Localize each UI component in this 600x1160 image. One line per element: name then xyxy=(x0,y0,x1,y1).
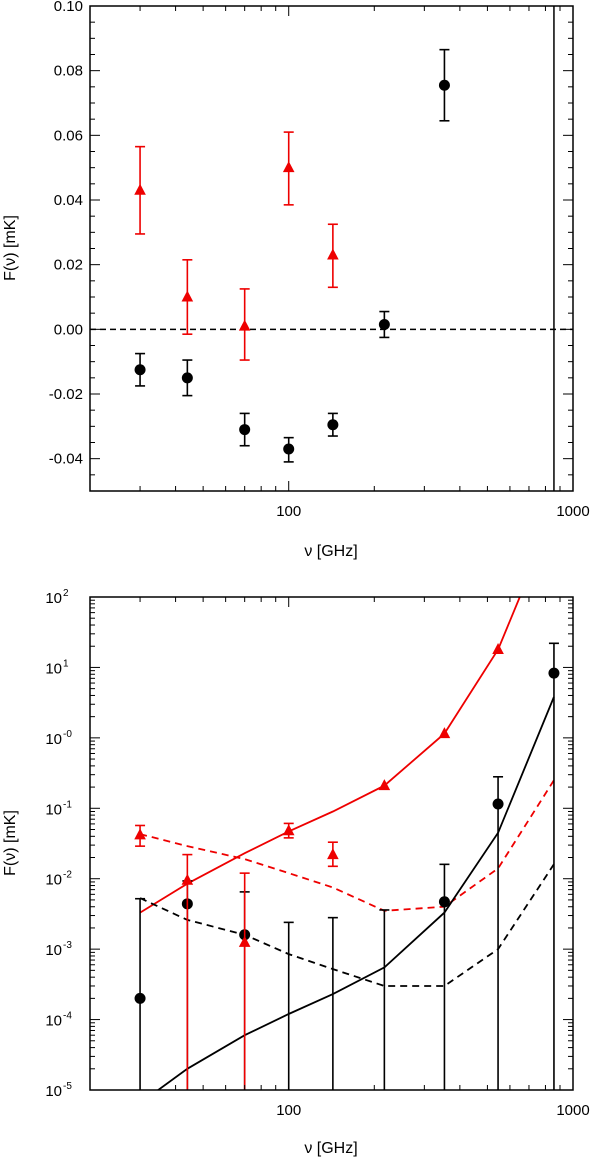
top-black-circles-circle-point xyxy=(134,364,146,376)
top-red-triangles-triangle-point xyxy=(238,319,251,331)
top-black-circles-circle-point xyxy=(239,424,251,436)
top-red-triangles-triangle-point xyxy=(282,161,295,173)
top-y-tick-label: -0.02 xyxy=(49,386,83,403)
bottom-y-tick-label: 10 xyxy=(45,872,62,889)
top-red-triangles-triangle-point xyxy=(134,183,146,195)
bottom-red-triangles-triangle-point xyxy=(438,727,451,739)
top-y-tick-label: 0.00 xyxy=(54,321,83,338)
bottom-y-tick-exponent: 1 xyxy=(63,658,69,669)
top-x-tick-label: 100 xyxy=(276,503,301,520)
red-solid-line xyxy=(139,597,521,914)
bottom-plot-frame xyxy=(89,596,574,1091)
bottom-y-tick-exponent: -5 xyxy=(63,1081,72,1092)
black-dashed-line xyxy=(139,863,555,987)
bottom-y-tick-label: 10 xyxy=(45,660,62,677)
bottom-y-axis-label: F(ν) [mK] xyxy=(2,810,19,876)
bottom-y-tick-exponent: -2 xyxy=(63,870,72,881)
bottom-y-tick-label: 10 xyxy=(45,731,62,748)
bottom-red-triangles-triangle-point xyxy=(378,779,391,791)
bottom-black-circles-circle-point xyxy=(134,992,146,1004)
bottom-red-triangles-triangle-point xyxy=(134,828,146,840)
top-red-triangles-triangle-point xyxy=(327,248,339,260)
top-y-tick-label: 0.04 xyxy=(54,192,83,209)
bottom-x-tick-label: 1000 xyxy=(556,1102,589,1119)
top-y-tick-label: 0.06 xyxy=(54,127,83,144)
bottom-plot-area xyxy=(134,597,560,1090)
bottom-red-triangles-triangle-point xyxy=(492,642,504,654)
top-x-axis-label: ν [GHz] xyxy=(304,543,357,560)
red-dashed-line xyxy=(139,779,555,912)
top-plot-frame xyxy=(89,5,574,492)
top-red-triangles-triangle-point xyxy=(181,290,194,302)
bottom-black-circles-circle-point xyxy=(492,798,504,810)
top-y-tick-label: 0.10 xyxy=(54,0,83,15)
bottom-y-tick-exponent: -4 xyxy=(63,1011,72,1022)
top-x-tick-label: 1000 xyxy=(556,503,589,520)
bottom-y-tick-label: 10 xyxy=(45,1013,62,1030)
top-y-tick-label: 0.08 xyxy=(54,63,83,80)
bottom-clipped-layer xyxy=(134,597,560,1090)
top-y-tick-label: -0.04 xyxy=(49,451,83,468)
top-black-circles-circle-point xyxy=(181,372,193,384)
top-y-tick-label: 0.02 xyxy=(54,257,83,274)
bottom-black-circles-circle-point xyxy=(438,896,450,908)
top-panel: 0.10 0.08 0.06 0.04 0.02 0.00 -0.02 -0.04 100 100… xyxy=(2,0,590,560)
top-black-circles-circle-point xyxy=(283,443,295,455)
bottom-red-triangles-triangle-point xyxy=(181,873,194,885)
bottom-y-tick-label: 10 xyxy=(45,801,62,818)
top-y-axis-label: F(ν) [mK] xyxy=(2,215,19,281)
bottom-x-axis-label: ν [GHz] xyxy=(304,1140,357,1157)
top-plot-area xyxy=(90,6,573,491)
bottom-red-triangles-triangle-point xyxy=(282,824,295,836)
bottom-red-triangles-triangle-point xyxy=(327,848,339,860)
black-solid-line xyxy=(156,696,555,1090)
bottom-y-tick-exponent: -0 xyxy=(63,729,72,740)
bottom-y-tick-exponent: -1 xyxy=(63,799,72,810)
bottom-y-tick-label: 10 xyxy=(45,590,62,607)
top-black-circles-circle-point xyxy=(438,79,450,91)
top-axes: 0.10 0.08 0.06 0.04 0.02 0.00 -0.02 -0.04 100 100… xyxy=(49,0,590,520)
bottom-red-triangles-triangle-point xyxy=(238,935,251,947)
top-black-circles-circle-point xyxy=(378,318,390,330)
bottom-black-circles-circle-point xyxy=(548,667,560,679)
bottom-y-tick-exponent: -3 xyxy=(63,940,72,951)
bottom-y-tick-label: 10 xyxy=(45,1083,62,1100)
top-black-circles-circle-point xyxy=(327,419,339,431)
bottom-x-tick-label: 100 xyxy=(276,1102,301,1119)
bottom-y-tick-label: 10 xyxy=(45,942,62,959)
bottom-y-tick-exponent: 2 xyxy=(63,588,69,599)
